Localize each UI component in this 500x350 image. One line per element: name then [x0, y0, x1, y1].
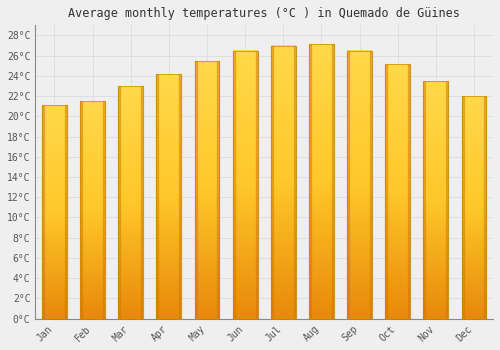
- Bar: [462, 96, 464, 318]
- Bar: [309, 44, 311, 318]
- Bar: [386, 64, 410, 318]
- Bar: [156, 74, 158, 318]
- Bar: [179, 74, 181, 318]
- Bar: [484, 96, 486, 318]
- Bar: [118, 86, 143, 318]
- Bar: [65, 105, 67, 318]
- Bar: [347, 50, 349, 318]
- Bar: [194, 61, 220, 319]
- Bar: [80, 101, 105, 318]
- Bar: [80, 101, 82, 318]
- Bar: [218, 61, 220, 319]
- Bar: [332, 44, 334, 318]
- Bar: [424, 81, 426, 318]
- Bar: [408, 64, 410, 318]
- Bar: [42, 105, 67, 318]
- Bar: [271, 46, 273, 318]
- Bar: [370, 50, 372, 318]
- Bar: [446, 81, 448, 318]
- Bar: [103, 101, 105, 318]
- Title: Average monthly temperatures (°C ) in Quemado de Güines: Average monthly temperatures (°C ) in Qu…: [68, 7, 460, 20]
- Bar: [386, 64, 388, 318]
- Bar: [194, 61, 196, 319]
- Bar: [118, 86, 120, 318]
- Bar: [42, 105, 44, 318]
- Bar: [232, 50, 258, 318]
- Bar: [141, 86, 143, 318]
- Bar: [294, 46, 296, 318]
- Bar: [347, 50, 372, 318]
- Bar: [271, 46, 295, 318]
- Bar: [256, 50, 258, 318]
- Bar: [309, 44, 334, 318]
- Bar: [462, 96, 486, 318]
- Bar: [424, 81, 448, 318]
- Bar: [232, 50, 234, 318]
- Bar: [156, 74, 181, 318]
